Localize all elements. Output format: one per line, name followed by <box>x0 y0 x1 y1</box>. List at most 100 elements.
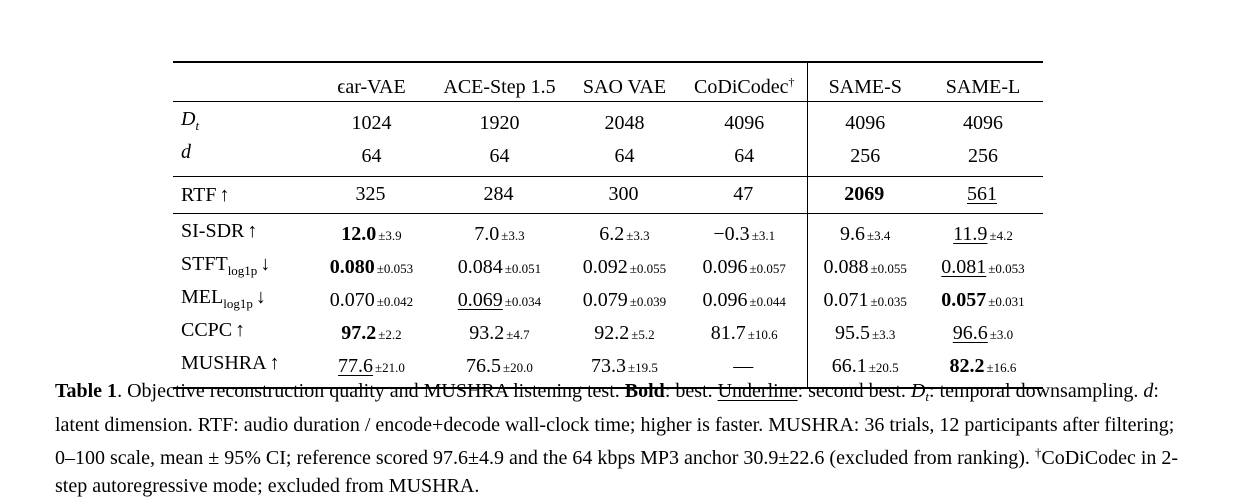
cell-value: 325 <box>355 183 386 205</box>
table-cell: 0.092 ±0.055 <box>567 251 682 284</box>
row-direction-arrow: ↓ <box>260 253 271 275</box>
row-label: SI-SDR ↑ <box>173 218 311 251</box>
cell-value: 561 <box>967 183 997 205</box>
metric-row: MUSHRA ↑ 77.6 ±21.0 76.5 ±20.0 73.3 ±19.5—66.1 ±… <box>173 350 1043 383</box>
caption-bold-word: Bold <box>624 380 665 402</box>
cell-ci: ±4.2 <box>989 227 1013 243</box>
cell-ci: ±3.0 <box>989 326 1014 342</box>
row-label-text: D <box>181 108 196 130</box>
caption-dt-symbol: D <box>910 380 926 402</box>
cell-ci: ±0.044 <box>749 293 786 309</box>
cell-value: 95.5 <box>835 321 871 344</box>
cell-ci: ±3.9 <box>378 227 402 243</box>
column-header: SAO VAE <box>567 62 682 102</box>
row-label: MELlog1p ↓ <box>173 284 311 317</box>
cell-value: 76.5 <box>466 354 502 377</box>
results-table-body: ϵar-VAE ACE-Step 1.5 SAO VAE CoDiCodec† SAME… <box>173 62 1043 388</box>
spacer-row <box>173 172 1043 177</box>
table-cell: 96.6 ±3.0 <box>923 317 1043 350</box>
cell-value: 0.081 <box>941 255 987 278</box>
cell-value: 66.1 <box>831 354 867 377</box>
config-row: d 64 64 64 64 256 256 <box>173 139 1043 172</box>
row-label-subscript: log1p <box>223 296 253 311</box>
cell-ci: ±3.1 <box>751 227 776 243</box>
cell-ci: ±0.039 <box>629 293 667 309</box>
column-header: SAME-L <box>923 62 1043 102</box>
table-cell: 2048 <box>604 111 645 134</box>
cell-ci: ±19.5 <box>628 359 658 375</box>
column-header-name: SAME-S <box>828 75 902 98</box>
caption-text-3: : second best. <box>797 380 911 402</box>
caption-text-5: : latent dimension. RTF: audio duration … <box>55 380 1175 469</box>
row-label-text: STFT <box>181 253 228 275</box>
column-header: SAME-S <box>806 62 923 102</box>
cell-ci: ±0.053 <box>376 260 414 276</box>
table-cell: 66.1 ±20.5 <box>806 350 923 383</box>
cell-value: −0.3 <box>713 222 750 245</box>
cell-ci: ±16.6 <box>986 359 1017 375</box>
cell-value: 0.084 <box>457 255 503 278</box>
table-cell: 76.5 ±20.0 <box>432 350 567 383</box>
cell-value: 97.2 <box>341 321 377 344</box>
cell-value: 11.9 <box>953 222 988 245</box>
table-cell: 0.088 ±0.055 <box>806 251 923 284</box>
row-direction-arrow: ↑ <box>247 220 258 242</box>
cell-ci: ±21.0 <box>375 359 405 375</box>
table-cell: 64 <box>361 144 382 167</box>
cell-value: 6.2 <box>599 222 625 245</box>
column-header-name: SAO VAE <box>582 75 667 98</box>
caption-text-4: : temporal downsampling. <box>928 380 1144 402</box>
table-cell: 93.2 ±4.7 <box>432 317 567 350</box>
metric-row: MELlog1p ↓ 0.070 ±0.042 0.069 ±0.034 0.079 ±0.0… <box>173 284 1043 317</box>
cell-value: 93.2 <box>469 321 505 344</box>
table-cell: −0.3 ±3.1 <box>682 218 807 251</box>
table-caption: Table 1. Objective reconstruction qualit… <box>55 377 1195 500</box>
table-cell: 73.3 ±19.5 <box>567 350 682 383</box>
cell-ci: ±0.031 <box>988 293 1025 309</box>
cell-value: 47 <box>733 183 754 205</box>
cell-ci: ±3.3 <box>501 227 525 243</box>
column-header-name: SAME-L <box>945 75 1021 98</box>
cell-value: 81.7 <box>710 321 746 344</box>
caption-dagger: † <box>1034 445 1042 460</box>
cell-value: 9.6 <box>840 222 866 245</box>
table-cell: 0.057 ±0.031 <box>923 284 1043 317</box>
column-header: CoDiCodec† <box>682 62 807 102</box>
cell-ci: ±0.051 <box>504 260 542 276</box>
spacer-cell <box>806 209 923 214</box>
cell-value: 73.3 <box>591 354 627 377</box>
spacer-row <box>173 176 1043 181</box>
cell-value: — <box>733 354 754 377</box>
cell-value: 0.070 <box>329 288 375 311</box>
table-cell: 4096 <box>963 111 1003 134</box>
rtf-row: RTF ↑ 325 284 300 47 2069 561 <box>173 181 1043 209</box>
caption-label: Table 1 <box>55 380 118 402</box>
cell-value: 12.0 <box>341 222 377 245</box>
cell-ci: ±20.5 <box>868 359 899 375</box>
table-cell: 82.2 ±16.6 <box>923 350 1043 383</box>
table-cell: 0.096 ±0.044 <box>682 284 807 317</box>
results-table-container: ϵar-VAE ACE-Step 1.5 SAO VAE CoDiCodec† SAME… <box>173 61 1043 389</box>
spacer-cell <box>806 176 923 181</box>
row-direction-arrow: ↑ <box>269 352 280 374</box>
table-cell: 1920 <box>479 111 520 134</box>
caption-dt-subscript: t <box>925 389 929 404</box>
row-label-text: RTF <box>181 184 217 206</box>
table-cell: 92.2 ±5.2 <box>567 317 682 350</box>
table-cell: 12.0 ±3.9 <box>311 218 432 251</box>
table-cell: 4096 <box>806 106 923 139</box>
table-cell: 300 <box>567 181 682 209</box>
table-cell: 0.079 ±0.039 <box>567 284 682 317</box>
table-cell: 2069 <box>806 181 923 209</box>
metric-row: CCPC ↑ 97.2 ±2.2 93.2 ±4.7 92.2 ±5.2 81.7 ±10.6 95… <box>173 317 1043 350</box>
table-cell: 64 <box>614 144 635 167</box>
caption-text-6: CoDiCodec in 2-step autoregressive mode;… <box>55 447 1179 497</box>
cell-value: 0.092 <box>582 255 628 278</box>
table-cell: 7.0 ±3.3 <box>432 218 567 251</box>
table-cell: 97.2 ±2.2 <box>311 317 432 350</box>
table-cell: 256 <box>968 144 998 167</box>
column-header: ACE-Step 1.5 <box>432 62 567 102</box>
row-label-text: d <box>181 141 191 163</box>
table-cell: 64 <box>734 144 755 167</box>
spacer-row <box>173 209 1043 214</box>
